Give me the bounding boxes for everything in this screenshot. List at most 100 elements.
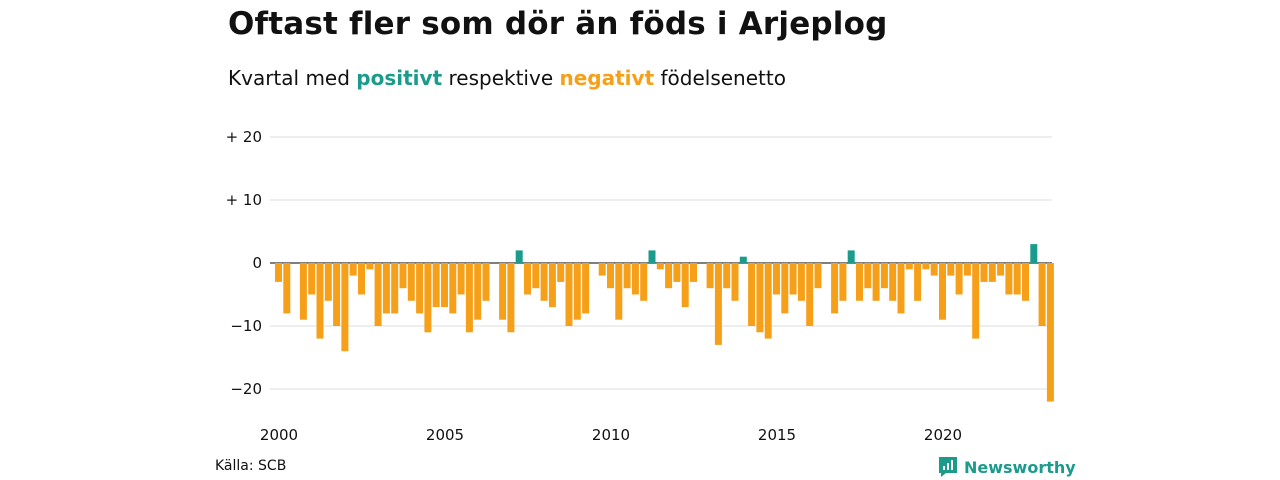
bars (275, 244, 1054, 402)
y-tick-label: 0 (252, 254, 262, 272)
bar (615, 263, 623, 320)
bar (1013, 263, 1021, 295)
bar (524, 263, 531, 295)
bar (374, 263, 382, 326)
bar (341, 263, 349, 352)
bar (1038, 263, 1046, 326)
bar (864, 263, 872, 289)
bar (507, 263, 515, 333)
bar (963, 263, 971, 276)
bar (391, 263, 399, 314)
bar (449, 263, 457, 314)
bar (1005, 263, 1013, 295)
bar (739, 256, 747, 263)
bar (299, 263, 307, 320)
bar (673, 263, 681, 282)
bar (316, 263, 324, 339)
bar (441, 263, 448, 308)
bar (706, 263, 714, 289)
bar (515, 250, 523, 263)
subtitle-middle: respektive (448, 66, 554, 90)
bar (872, 263, 880, 301)
y-tick-label: + 10 (226, 191, 262, 209)
bar (988, 263, 996, 282)
bar (714, 263, 722, 345)
bar (573, 263, 581, 320)
x-tick-label: 2015 (758, 426, 796, 444)
brand-name: Newsworthy (964, 457, 1076, 477)
bar (847, 250, 855, 263)
bar (831, 263, 839, 314)
bar (308, 263, 316, 295)
bar (756, 263, 764, 333)
bar (548, 263, 556, 308)
bar (631, 263, 639, 295)
bar (465, 263, 473, 333)
x-axis-ticks: 2000 2005 2010 2015 2020 (260, 426, 962, 444)
x-tick-label: 2010 (592, 426, 630, 444)
bar (416, 263, 424, 314)
subtitle-prefix: Kvartal med (228, 66, 350, 90)
bar (955, 263, 963, 295)
subtitle-negative-label: negativt (559, 66, 655, 90)
bar (814, 263, 822, 289)
bar (598, 263, 606, 276)
bar (656, 263, 664, 270)
bar (723, 263, 731, 289)
bar (1022, 263, 1029, 301)
bar (399, 263, 407, 289)
bar (773, 263, 780, 295)
bar (889, 263, 897, 301)
brand-logo: Newsworthy (938, 456, 1076, 478)
bar (474, 263, 482, 320)
bar (358, 263, 365, 295)
bar (947, 263, 955, 276)
chart-title: Oftast fler som dör än föds i Arjeplog (228, 6, 888, 42)
bar (731, 263, 739, 301)
bar (806, 263, 814, 326)
chart-subtitle: Kvartal med positivt respektive negativt… (228, 66, 786, 90)
bar (681, 263, 689, 308)
bar (1030, 244, 1038, 263)
bar (922, 263, 930, 270)
bar (690, 263, 697, 282)
bar (980, 263, 988, 282)
bar (905, 263, 913, 270)
bar (930, 263, 938, 276)
bar (382, 263, 390, 314)
bar (457, 263, 465, 295)
bar (557, 263, 565, 282)
bar (565, 263, 573, 326)
source-note: Källa: SCB (215, 458, 287, 474)
bar (540, 263, 548, 301)
bar (582, 263, 590, 314)
newsworthy-logo-icon (939, 457, 957, 477)
bar (665, 263, 673, 289)
bar (914, 263, 922, 301)
bar (607, 263, 614, 289)
bar (532, 263, 540, 289)
bar (880, 263, 888, 289)
y-tick-label: −20 (230, 380, 262, 398)
bar (432, 263, 440, 308)
bar (333, 263, 341, 326)
bar (366, 263, 374, 270)
bar (499, 263, 507, 320)
x-tick-label: 2005 (426, 426, 464, 444)
bar (424, 263, 432, 333)
y-tick-label: −10 (230, 317, 262, 335)
subtitle-suffix: födelsenetto (660, 66, 786, 90)
subtitle-positive-label: positivt (356, 66, 443, 90)
bar (407, 263, 415, 301)
x-tick-label: 2000 (260, 426, 298, 444)
x-tick-label: 2020 (924, 426, 962, 444)
bar (797, 263, 805, 301)
bar (839, 263, 847, 301)
y-tick-label: + 20 (226, 128, 262, 146)
bar (789, 263, 797, 295)
bar (349, 263, 357, 276)
bar (856, 263, 863, 301)
bar (623, 263, 631, 289)
bar (972, 263, 980, 339)
